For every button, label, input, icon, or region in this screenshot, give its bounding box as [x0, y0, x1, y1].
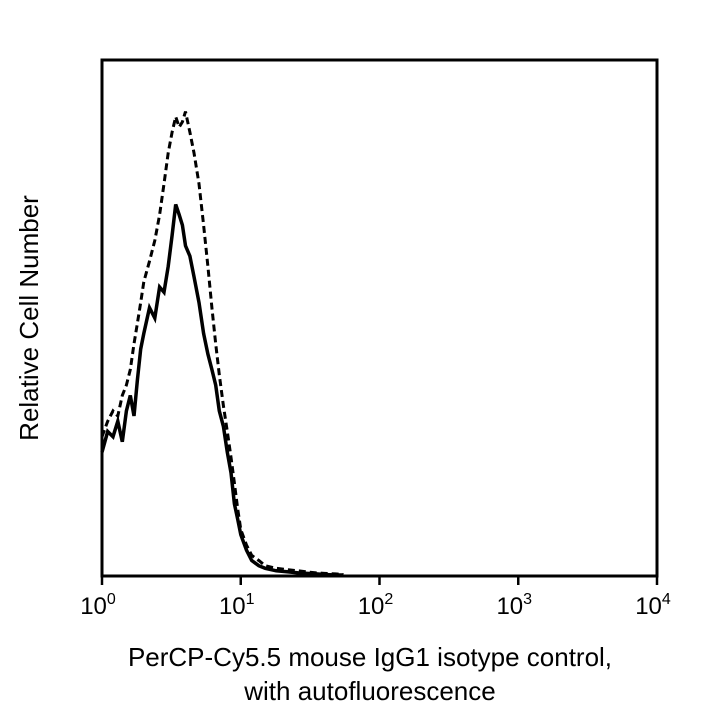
x-tick-label-base: 10: [635, 593, 662, 620]
y-axis-label: Relative Cell Number: [14, 195, 44, 441]
x-tick-label-exponent: 1: [246, 591, 255, 608]
x-tick-label-base: 10: [219, 593, 246, 620]
x-tick-label: 104: [635, 591, 671, 620]
x-tick-label-base: 10: [496, 593, 523, 620]
x-axis-label-line1: PerCP-Cy5.5 mouse IgG1 isotype control,: [128, 642, 612, 672]
x-tick-label: 102: [358, 591, 394, 620]
x-tick-label-exponent: 0: [107, 591, 116, 608]
x-axis-label-line2: with autofluorescence: [243, 676, 495, 706]
series-line-isotype-control: [100, 203, 344, 577]
x-tick-label-exponent: 2: [384, 591, 393, 608]
x-tick-label-exponent: 4: [662, 591, 671, 608]
x-tick-label-exponent: 3: [523, 591, 532, 608]
plot-frame: [100, 58, 659, 578]
x-tick-label: 101: [219, 591, 255, 620]
x-tick-label: 100: [80, 591, 116, 620]
x-axis-ticks: 100 101 102 103 104: [80, 576, 671, 620]
x-tick-label-base: 10: [358, 593, 385, 620]
x-tick-label-base: 10: [80, 593, 107, 620]
x-tick-label: 103: [496, 591, 532, 620]
series-line-autofluorescence: [100, 111, 344, 576]
series-layer: [100, 111, 344, 577]
